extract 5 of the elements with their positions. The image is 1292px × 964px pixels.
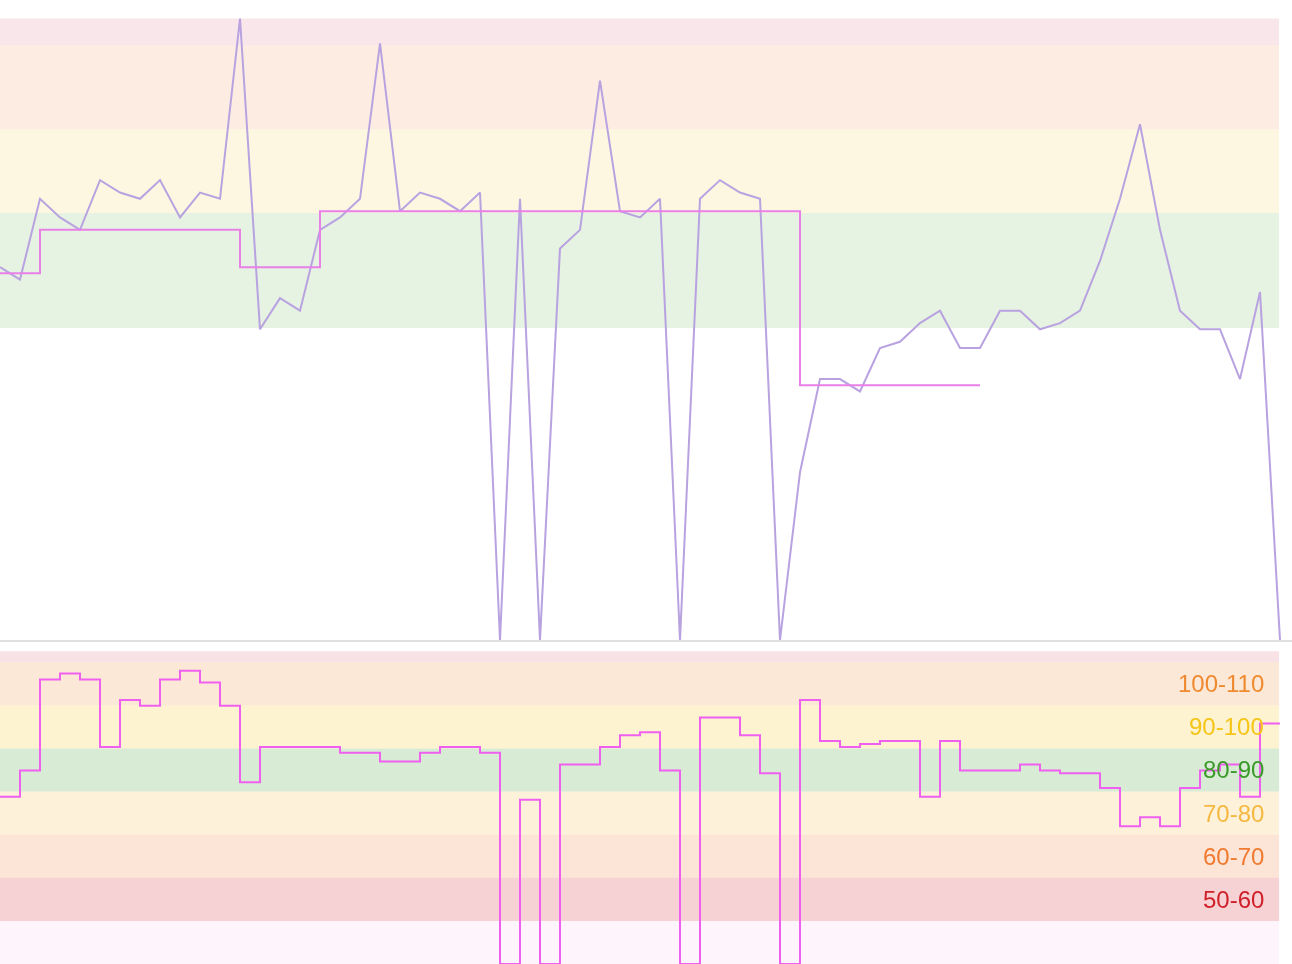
band-label: 70-80 [1203, 800, 1265, 827]
band-label: 60-70 [1203, 843, 1265, 870]
band-label: 90-100 [1189, 713, 1264, 740]
band-label: 100-110 [1178, 670, 1265, 697]
band-label: 50-60 [1203, 886, 1265, 913]
